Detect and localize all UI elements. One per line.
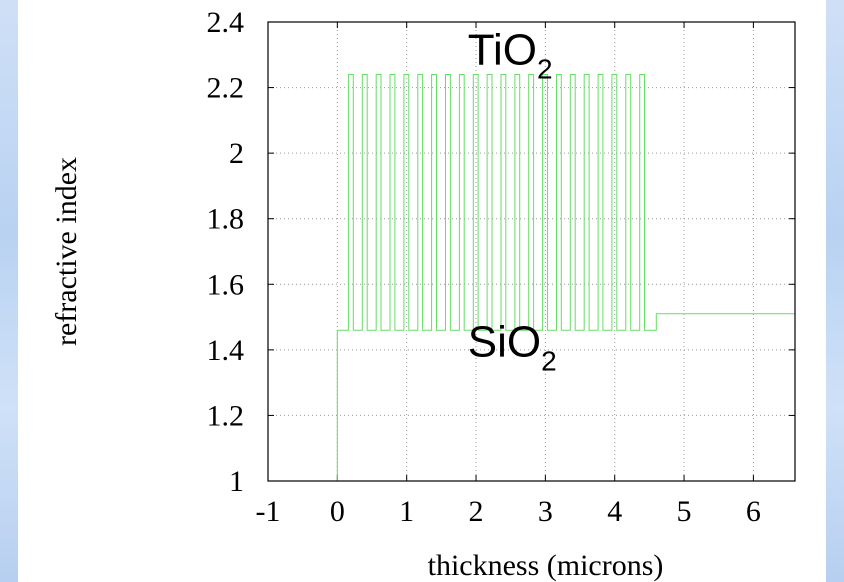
- y-tick-label: 1.4: [207, 334, 245, 367]
- refractive-index-profile-line: [268, 74, 795, 482]
- annotation-sio2-main: SiO: [468, 317, 541, 366]
- x-axis-label: thickness (microns): [428, 549, 664, 582]
- x-tick-label: 4: [607, 495, 622, 528]
- x-tick-label: 2: [469, 495, 484, 528]
- y-tick-label: 1: [229, 465, 244, 498]
- annotation-tio2: TiO2: [468, 26, 553, 85]
- x-tick-label: 3: [538, 495, 553, 528]
- y-tick-label: 2.4: [207, 6, 245, 39]
- y-tick-label: 1.2: [207, 399, 245, 432]
- right-blue-border: [826, 0, 844, 582]
- y-tick-label: 1.6: [207, 268, 245, 301]
- x-tick-label: 1: [399, 495, 414, 528]
- x-tick-label: 5: [677, 495, 692, 528]
- y-tick-label: 2: [229, 137, 244, 170]
- x-tick-label: 0: [330, 495, 345, 528]
- left-blue-border: [0, 0, 18, 582]
- tick-labels: -1 0 1 2 3 4 5 6 1 1.2 1.4 1.6 1.8 2 2.2 2.4: [207, 6, 761, 528]
- y-axis-label: refractive index: [50, 157, 83, 346]
- annotation-sio2: SiO2: [468, 317, 557, 376]
- annotation-sio2-subscript: 2: [541, 345, 557, 376]
- x-tick-label: 6: [746, 495, 761, 528]
- y-tick-label: 2.2: [207, 72, 245, 105]
- axis-ticks: [267, 21, 795, 482]
- y-tick-label: 1.8: [207, 203, 245, 236]
- grid: [268, 22, 795, 481]
- plot-frame: [267, 21, 796, 482]
- annotation-tio2-main: TiO: [468, 26, 537, 75]
- annotation-tio2-subscript: 2: [537, 54, 553, 85]
- x-tick-label: -1: [256, 495, 281, 528]
